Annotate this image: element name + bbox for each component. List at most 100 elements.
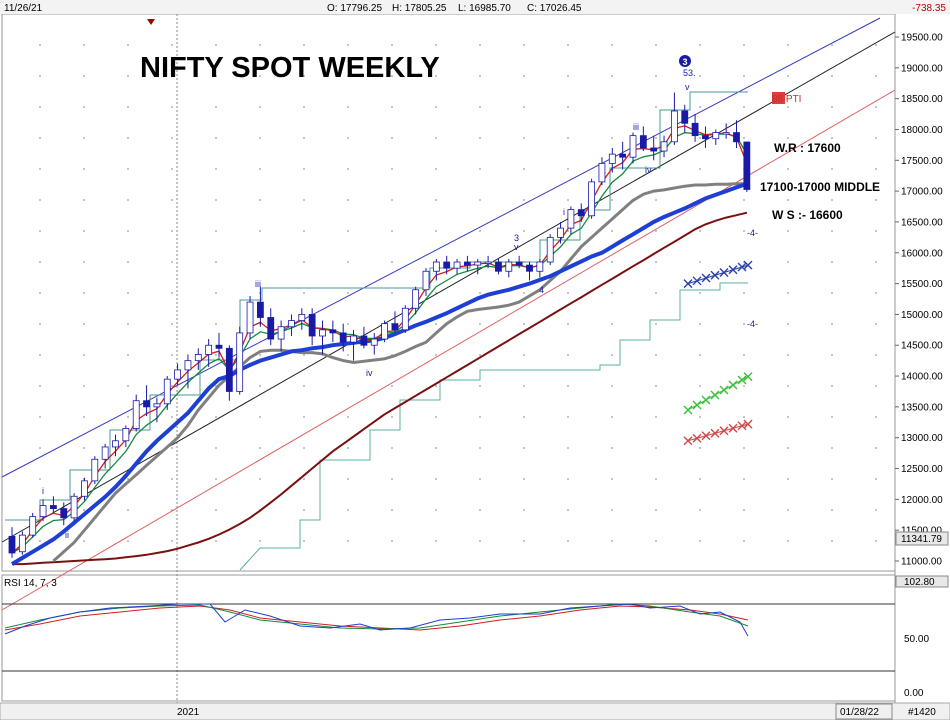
candle-up[interactable]: [629, 135, 637, 158]
grid-dot: [523, 106, 525, 108]
candle-up[interactable]: [18, 534, 26, 553]
candle-up[interactable]: [350, 335, 357, 343]
candle-down[interactable]: [702, 135, 709, 140]
candle-up[interactable]: [194, 354, 202, 362]
candle-up[interactable]: [39, 505, 47, 518]
candle-down[interactable]: [515, 261, 523, 266]
candle-up[interactable]: [536, 261, 544, 272]
candle-up[interactable]: [298, 314, 306, 321]
candles-group: [8, 92, 751, 558]
candle-up[interactable]: [722, 132, 730, 135]
candle-up[interactable]: [557, 227, 564, 238]
candle-down[interactable]: [225, 347, 233, 392]
candle-down[interactable]: [267, 317, 275, 340]
candle-up[interactable]: [598, 162, 606, 183]
candle-up[interactable]: [236, 332, 244, 392]
candle-down[interactable]: [691, 122, 699, 137]
grid-dot: [215, 540, 217, 542]
candle-up[interactable]: [174, 369, 182, 380]
candle-down[interactable]: [639, 135, 647, 149]
price-pane[interactable]: [1, 13, 896, 572]
candle-down[interactable]: [391, 323, 399, 331]
candle-down[interactable]: [443, 261, 451, 269]
candle-up[interactable]: [91, 458, 99, 482]
candle-up[interactable]: [163, 378, 171, 405]
candle-up[interactable]: [132, 400, 140, 429]
candle-up[interactable]: [474, 261, 482, 266]
candle-up[interactable]: [29, 516, 37, 536]
candle-up[interactable]: [122, 428, 130, 442]
candle-up[interactable]: [381, 323, 389, 340]
grid-dot: [831, 478, 833, 480]
ws-annotation: W S :- 16600: [772, 208, 843, 222]
candle-up[interactable]: [246, 301, 254, 334]
candle-up[interactable]: [319, 329, 326, 337]
wave-53-label: 53.: [683, 68, 696, 78]
grid-dot: [875, 354, 877, 356]
candle-down[interactable]: [650, 147, 658, 152]
header-open: O: 17796.25: [327, 3, 382, 14]
candle-up[interactable]: [712, 132, 720, 140]
candle-down[interactable]: [339, 332, 347, 343]
candle-up[interactable]: [370, 338, 378, 346]
grid-dot: [743, 75, 745, 77]
candle-down[interactable]: [681, 110, 689, 124]
candle-up[interactable]: [608, 153, 616, 164]
grid-dot: [699, 447, 701, 449]
candle-down[interactable]: [143, 400, 150, 408]
grid-dot: [83, 44, 85, 46]
grid-dot: [347, 137, 349, 139]
candle-down[interactable]: [360, 335, 368, 346]
candle-up[interactable]: [484, 261, 492, 264]
grid-dot: [39, 416, 41, 418]
candle-up[interactable]: [101, 446, 109, 460]
candle-up[interactable]: [660, 141, 668, 152]
grid-dot: [391, 385, 393, 387]
candle-up[interactable]: [588, 181, 595, 217]
grid-dot: [39, 478, 41, 480]
candle-down[interactable]: [60, 508, 68, 519]
rsi-pane[interactable]: [1, 574, 896, 702]
candle-down[interactable]: [308, 314, 316, 337]
grid-dot: [787, 137, 789, 139]
candle-up[interactable]: [288, 320, 295, 328]
candle-up[interactable]: [401, 307, 409, 331]
candle-up[interactable]: [112, 440, 119, 448]
candle-down[interactable]: [329, 329, 337, 334]
candle-up[interactable]: [277, 326, 285, 340]
candle-up[interactable]: [70, 495, 78, 519]
grid-dot: [39, 199, 41, 201]
grid-dot: [611, 385, 613, 387]
candle-up[interactable]: [453, 261, 461, 269]
candle-up[interactable]: [81, 480, 88, 497]
candle-down[interactable]: [526, 264, 533, 272]
grid-dot: [259, 230, 261, 232]
candle-down[interactable]: [619, 153, 627, 158]
grid-dot: [699, 261, 701, 263]
candle-down[interactable]: [463, 261, 471, 266]
grid-dot: [611, 199, 613, 201]
candle-down[interactable]: [50, 505, 57, 509]
candle-up[interactable]: [153, 403, 161, 408]
grid-dot: [171, 540, 173, 542]
candle-down[interactable]: [8, 535, 16, 554]
candle-down[interactable]: [743, 141, 751, 190]
candle-up[interactable]: [546, 236, 554, 263]
candle-up[interactable]: [671, 110, 678, 143]
grid-dot: [699, 44, 701, 46]
candle-down[interactable]: [733, 132, 740, 143]
candle-up[interactable]: [505, 261, 513, 272]
candle-down[interactable]: [495, 261, 502, 272]
candle-up[interactable]: [432, 261, 440, 272]
candle-down[interactable]: [577, 209, 585, 217]
candle-up[interactable]: [205, 344, 213, 355]
candle-up[interactable]: [184, 360, 192, 371]
candle-down[interactable]: [215, 344, 223, 349]
candle-up[interactable]: [567, 209, 575, 229]
grid-dot: [743, 416, 745, 418]
candle-down[interactable]: [256, 301, 264, 318]
candle-up[interactable]: [412, 289, 420, 309]
grid-dot: [787, 199, 789, 201]
candle-up[interactable]: [422, 270, 430, 291]
